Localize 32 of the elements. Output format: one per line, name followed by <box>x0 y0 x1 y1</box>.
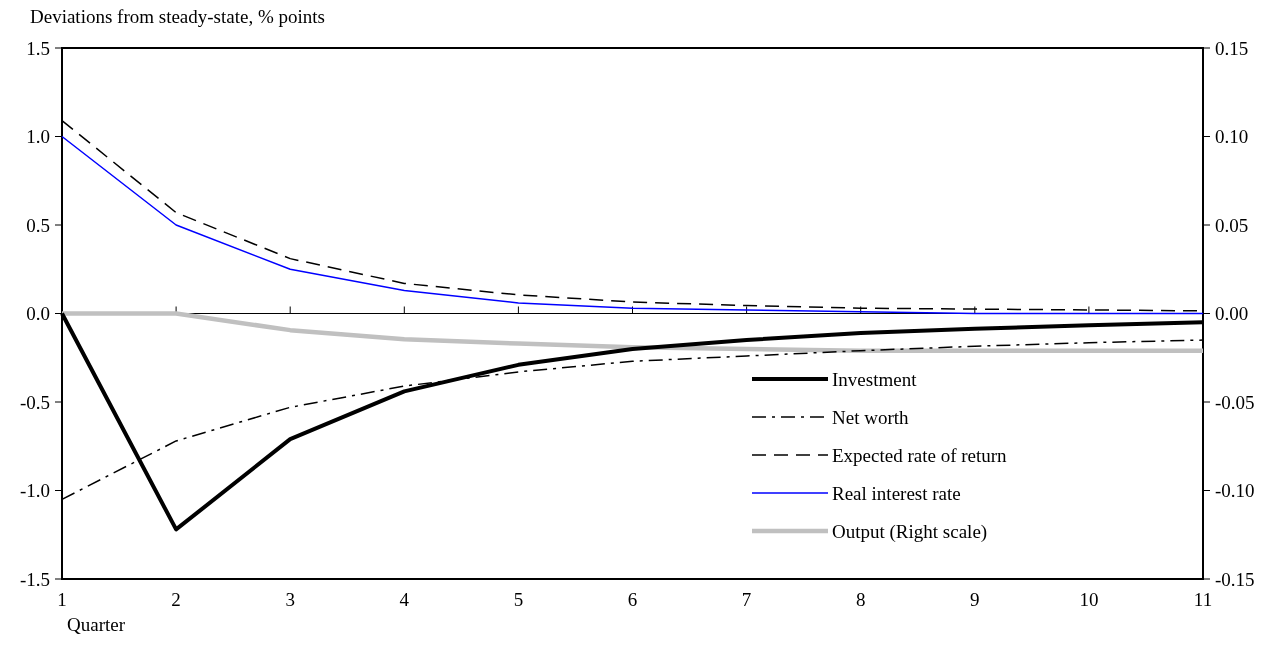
y-tick-label: 1.5 <box>26 37 50 59</box>
y2-tick-label: -0.10 <box>1215 480 1255 502</box>
y-tick-label: -1.0 <box>19 480 50 502</box>
x-tick-label: 9 <box>970 589 980 610</box>
x-tick-label: 2 <box>171 589 181 610</box>
y2-tick-label: 0.10 <box>1215 126 1249 148</box>
y2-tick-label: 0.05 <box>1215 214 1249 236</box>
x-tick-label: 1 <box>57 589 67 610</box>
legend-label: Net worth <box>832 406 910 428</box>
y2-tick-label: -0.05 <box>1215 391 1255 413</box>
y2-tick-label: 0.00 <box>1215 303 1249 325</box>
y-tick-label: 0.0 <box>26 303 50 325</box>
y-tick-label: -0.5 <box>19 391 50 413</box>
legend-label: Real interest rate <box>832 482 961 504</box>
y2-tick-label: 0.15 <box>1215 37 1249 59</box>
x-tick-label: 7 <box>741 589 752 610</box>
x-tick-label: 3 <box>285 589 295 610</box>
x-tick-label: 11 <box>1193 589 1213 610</box>
x-tick-label: 10 <box>1079 589 1099 610</box>
x-tick-label: 8 <box>855 589 866 610</box>
x-tick-label: 4 <box>399 589 410 610</box>
x-tick-label: 6 <box>627 589 638 610</box>
legend-label: Expected rate of return <box>832 444 1008 466</box>
legend-label: Output (Right scale) <box>832 520 988 543</box>
legend-label: Investment <box>832 368 918 390</box>
x-axis-title: Quarter <box>67 614 126 635</box>
y-tick-label: 1.0 <box>26 126 50 148</box>
y-axis-title: Deviations from steady-state, % points <box>30 6 325 27</box>
x-tick-label: 5 <box>513 589 524 610</box>
y-tick-label: 0.5 <box>26 214 50 236</box>
y-tick-label: -1.5 <box>19 568 50 590</box>
y2-tick-label: -0.15 <box>1215 568 1255 590</box>
